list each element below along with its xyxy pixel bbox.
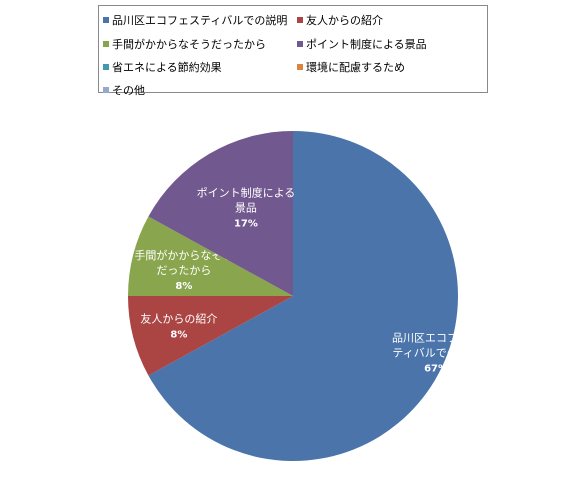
legend-label: ポイント制度による景品 [306,38,427,51]
slice-percent: 8% [170,329,187,340]
legend-entry: 省エネによる節約効果 [103,59,222,75]
legend-swatch [103,64,109,70]
legend-swatch [297,41,303,47]
slice-percent: 17% [234,218,258,229]
pie-slice [148,131,293,296]
legend-swatch [103,17,109,23]
legend-label: 友人からの紹介 [306,14,383,27]
legend-entry: 友人からの紹介 [297,12,383,28]
legend-swatch [297,17,303,23]
slice-percent: 8% [175,281,192,292]
slice-label: 友人からの紹介 [140,311,217,325]
legend-label: 環境に配慮するため [306,61,405,74]
slice-label: ポイント制度による [197,185,296,199]
legend-entry: ポイント制度による景品 [297,36,427,52]
legend-swatch [103,41,109,47]
pie-slice [128,216,293,296]
legend-swatch [297,64,303,70]
legend-entry: 環境に配慮するため [297,59,405,75]
slice-label: だったから [156,264,211,277]
pie-slice [148,131,458,462]
legend-label: 手間がかからなそうだったから [112,38,266,51]
chart-legend: 品川区エコフェスティバルでの説明 友人からの紹介手間がかからなそうだったから ポイン… [98,5,488,97]
slice-label: ティバルでの説明 [392,346,479,360]
legend-entry: 品川区エコフェスティバルでの説明 [103,12,287,28]
legend-label: その他 [112,84,145,97]
legend-label: 品川区エコフェスティバルでの説明 [112,14,288,27]
slice-percent: 67% [424,364,448,375]
legend-entry: その他 [103,82,145,98]
legend-entry: 手間がかからなそうだったから [103,36,266,52]
slice-label: 景品 [235,201,257,214]
legend-swatch [103,87,109,93]
legend-label: 省エネによる節約効果 [112,61,222,74]
slice-label: 品川区エコフェス [392,332,480,345]
pie-slice [128,296,293,376]
slice-label: 手間がかからなそう [134,248,233,262]
